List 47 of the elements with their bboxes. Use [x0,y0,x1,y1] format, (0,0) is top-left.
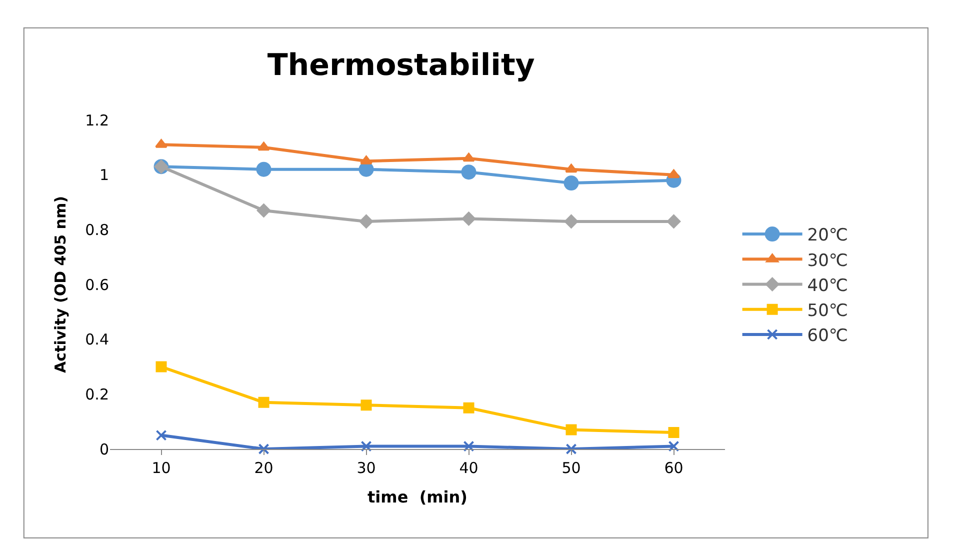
point [668,440,680,452]
y-tick-label: 1.2 [85,111,109,130]
chart-title: Thermostability [267,48,536,83]
x-tick-label: 40 [459,459,478,477]
y-tick-label: 0 [99,440,109,458]
point [666,214,681,228]
point [359,214,374,228]
point [564,176,579,191]
x-tick-label: 20 [254,459,274,477]
point [463,402,474,414]
x-tick-label: 30 [356,459,376,477]
point [256,162,272,177]
point [462,152,475,162]
point [256,204,271,218]
point [155,139,168,148]
x-tick-label: 50 [562,459,581,477]
y-tick-label: 0.4 [85,330,109,349]
legend-label: 60℃ [807,326,848,346]
legend-label: 50℃ [807,300,848,321]
point [461,164,476,180]
point [258,396,270,408]
point [156,361,167,372]
point [668,427,680,438]
point [668,169,680,178]
y-tick-label: 0.6 [85,276,109,294]
x-tick-label: 60 [664,459,684,477]
legend-label: 30℃ [807,250,848,271]
point [565,164,578,173]
y-tick-label: 1 [99,166,109,184]
point [360,400,372,411]
point [463,440,474,452]
point [258,142,270,151]
point [564,214,578,228]
point [462,212,476,226]
point [566,424,577,436]
y-tick-label: 0.8 [85,220,109,239]
point [360,156,372,164]
legend-label: 20℃ [807,226,848,246]
x-tick-label: 10 [152,459,171,477]
point [258,444,270,454]
y-axis-title: Activity (OD 405 nm) [51,196,70,373]
y-tick-label: 0.2 [85,385,109,404]
point [360,440,372,452]
point [156,430,167,441]
x-axis-title: time (min) [368,488,468,507]
legend-label: 40℃ [807,276,848,296]
point [566,444,577,454]
